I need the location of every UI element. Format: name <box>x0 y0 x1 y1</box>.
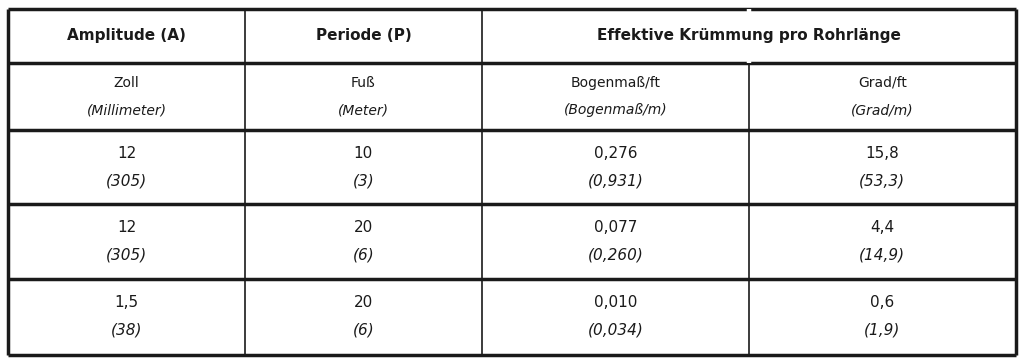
Text: 1,5: 1,5 <box>115 295 138 310</box>
Text: Bogenmaß/ft: Bogenmaß/ft <box>570 76 660 90</box>
Text: 15,8: 15,8 <box>865 146 899 161</box>
Text: (Bogenmaß/m): (Bogenmaß/m) <box>563 103 667 117</box>
Text: (3): (3) <box>352 174 374 189</box>
Text: (6): (6) <box>352 323 374 337</box>
Text: (6): (6) <box>352 248 374 263</box>
Text: (Grad/m): (Grad/m) <box>851 103 913 117</box>
Text: 10: 10 <box>353 146 373 161</box>
Text: (38): (38) <box>111 323 142 337</box>
Text: Amplitude (A): Amplitude (A) <box>68 28 186 43</box>
Text: (53,3): (53,3) <box>859 174 905 189</box>
Text: (0,931): (0,931) <box>588 174 643 189</box>
Text: Grad/ft: Grad/ft <box>858 76 906 90</box>
Text: Fuß: Fuß <box>351 76 376 90</box>
Text: Periode (P): Periode (P) <box>315 28 412 43</box>
Text: 0,6: 0,6 <box>870 295 894 310</box>
Text: 0,010: 0,010 <box>594 295 637 310</box>
Text: 20: 20 <box>353 220 373 235</box>
Text: (305): (305) <box>105 248 147 263</box>
Text: (305): (305) <box>105 174 147 189</box>
Text: (Millimeter): (Millimeter) <box>87 103 167 117</box>
Text: (Meter): (Meter) <box>338 103 389 117</box>
Text: 0,276: 0,276 <box>594 146 637 161</box>
Text: 4,4: 4,4 <box>870 220 894 235</box>
Text: (0,260): (0,260) <box>588 248 643 263</box>
Text: 20: 20 <box>353 295 373 310</box>
Text: (14,9): (14,9) <box>859 248 905 263</box>
Text: (0,034): (0,034) <box>588 323 643 337</box>
Text: 12: 12 <box>117 146 136 161</box>
Text: (1,9): (1,9) <box>864 323 900 337</box>
Text: Zoll: Zoll <box>114 76 139 90</box>
Text: 12: 12 <box>117 220 136 235</box>
Text: Effektive Krümmung pro Rohrlänge: Effektive Krümmung pro Rohrlänge <box>597 28 901 43</box>
Text: 0,077: 0,077 <box>594 220 637 235</box>
